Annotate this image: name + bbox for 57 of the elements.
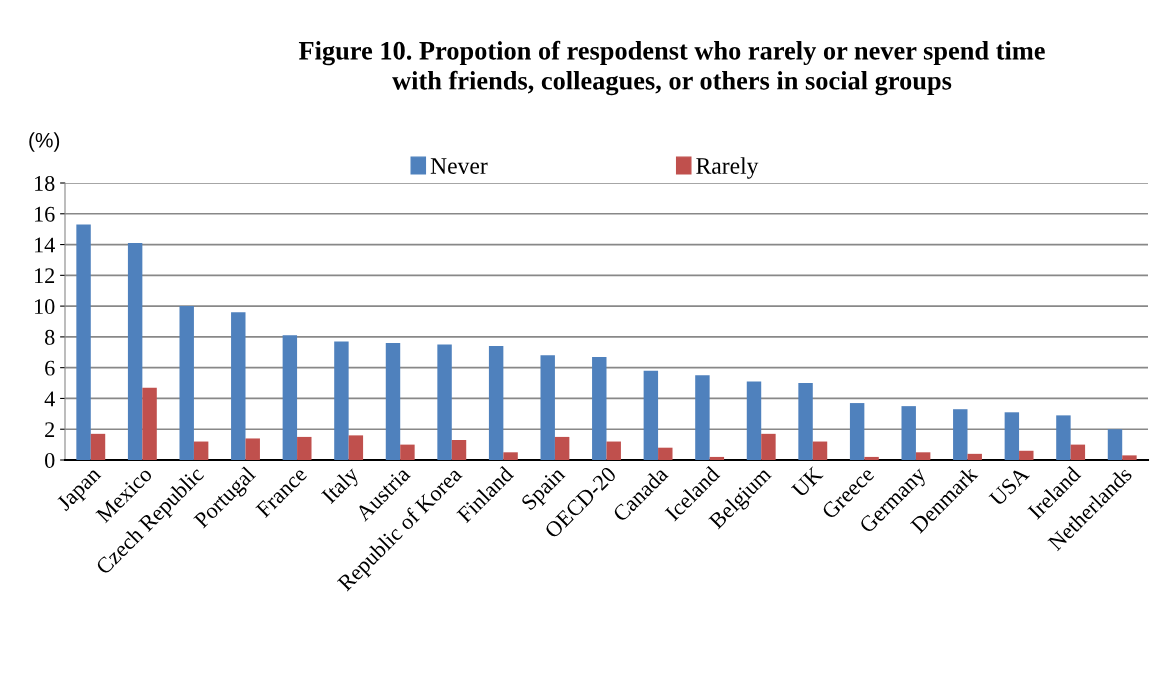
bar — [1056, 415, 1071, 460]
bar — [179, 306, 194, 460]
bar — [297, 436, 312, 460]
bar — [400, 444, 415, 460]
y-tick-label: 0 — [45, 452, 55, 468]
bar — [606, 441, 621, 460]
legend-label: Rarely — [696, 157, 759, 179]
bar — [554, 436, 570, 460]
bar — [540, 355, 555, 460]
bar — [231, 312, 246, 460]
bar — [849, 403, 865, 460]
bar — [1019, 450, 1034, 460]
bar — [695, 375, 710, 460]
bar — [76, 224, 91, 460]
bar — [798, 383, 813, 460]
bar — [503, 452, 518, 460]
y-tick-label: 6 — [45, 360, 55, 376]
bar — [864, 456, 879, 460]
bar — [746, 381, 762, 460]
x-tick-label: UK — [791, 465, 824, 499]
y-tick-label: 12 — [35, 268, 55, 284]
bar — [142, 387, 157, 460]
bar — [127, 243, 143, 460]
y-tick-label: 10 — [35, 299, 55, 315]
bar — [90, 433, 106, 460]
y-tick-label: 16 — [35, 206, 55, 222]
bar — [592, 356, 607, 460]
bar — [915, 452, 931, 460]
bar — [1107, 429, 1123, 460]
y-tick-label: 14 — [35, 237, 55, 253]
legend-label: Never — [430, 158, 488, 174]
bar — [761, 433, 776, 460]
bar — [812, 441, 828, 460]
y-axis-title: (%) — [29, 132, 60, 152]
bar — [385, 343, 401, 460]
bar — [193, 441, 209, 460]
bar — [1004, 412, 1020, 460]
bar — [901, 406, 916, 460]
y-tick-label: 18 — [35, 175, 55, 191]
y-tick-label: 2 — [45, 422, 55, 437]
bar — [967, 453, 982, 460]
bar — [437, 344, 452, 460]
bar — [348, 435, 364, 460]
bar — [282, 335, 298, 460]
bar — [1122, 455, 1137, 460]
chart-title: Figure 10. Propotion of respodenst who rarely or never spend time with friends, colleagues, or others in social groups — [298, 40, 1045, 96]
bar — [334, 341, 349, 460]
bar — [1070, 444, 1086, 460]
y-tick-label: 8 — [45, 329, 55, 345]
bar — [488, 346, 504, 460]
bar — [245, 438, 260, 460]
y-tick-label: 4 — [44, 391, 55, 407]
bar — [643, 370, 659, 460]
bar — [658, 447, 673, 460]
bar — [709, 456, 725, 460]
bar — [451, 439, 467, 460]
bar — [953, 409, 968, 460]
